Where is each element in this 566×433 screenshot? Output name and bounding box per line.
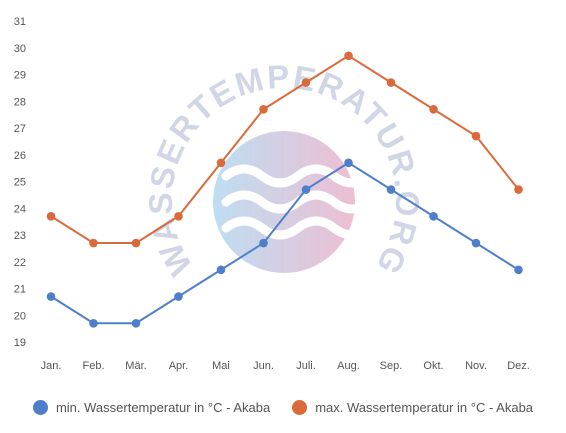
x-tick-label: Apr. — [169, 360, 189, 372]
y-axis: 19 20 21 22 23 24 25 26 27 28 29 30 31 — [14, 16, 26, 349]
x-tick-label: Dez. — [507, 360, 530, 372]
y-tick-label: 20 — [14, 310, 26, 322]
data-point[interactable] — [174, 292, 183, 301]
watermark: WASSERTEMPERATUR.ORG — [142, 58, 425, 282]
x-tick-label: Nov. — [465, 360, 487, 372]
x-tick-label: Jan. — [41, 360, 62, 372]
y-tick-label: 23 — [14, 230, 26, 242]
legend-label-min: min. Wassertemperatur in °C - Akaba — [55, 399, 271, 415]
data-point[interactable] — [301, 78, 311, 87]
x-tick-label: Jun. — [253, 360, 274, 372]
data-point[interactable] — [429, 211, 438, 221]
series-max — [46, 51, 523, 248]
legend-dot-max — [292, 399, 308, 415]
data-point[interactable] — [174, 211, 183, 221]
series-layer — [46, 51, 523, 328]
data-point[interactable] — [386, 185, 396, 194]
y-tick-label: 29 — [14, 70, 26, 82]
data-point[interactable] — [386, 78, 396, 87]
y-tick-label: 25 — [14, 177, 26, 189]
data-point[interactable] — [216, 158, 226, 168]
series-line — [50, 54, 520, 245]
data-point[interactable] — [216, 265, 226, 275]
y-tick-label: 21 — [14, 284, 26, 296]
legend-item-max[interactable]: max. Wassertemperatur in °C - Akaba — [292, 399, 534, 415]
y-tick-label: 28 — [14, 96, 26, 108]
y-tick-label: 31 — [14, 16, 26, 28]
chart: WASSERTEMPERATUR.ORG 19 20 21 22 23 24 25 26 27 2… — [14, 16, 530, 372]
legend-label-max: max. Wassertemperatur in °C - Akaba — [315, 399, 534, 415]
legend: min. Wassertemperatur in °C - Akaba max.… — [0, 393, 566, 421]
data-point[interactable] — [89, 238, 98, 248]
y-tick-label: 27 — [14, 123, 26, 135]
x-tick-label: Mär. — [125, 360, 146, 372]
y-tick-label: 30 — [14, 43, 26, 55]
data-point[interactable] — [344, 158, 353, 168]
legend-dot-min — [32, 399, 48, 415]
x-axis: Jan. Feb. Mär. Apr. Mai Jun. Juli. Aug. Sep. Okt.… — [41, 360, 530, 372]
series-line — [50, 161, 520, 325]
data-point[interactable] — [344, 51, 353, 61]
data-point[interactable] — [429, 104, 438, 114]
data-point[interactable] — [259, 238, 268, 248]
x-tick-label: Okt. — [423, 360, 443, 372]
data-point[interactable] — [46, 211, 56, 221]
data-point[interactable] — [514, 265, 523, 275]
legend-item-min[interactable]: min. Wassertemperatur in °C - Akaba — [32, 399, 271, 415]
x-tick-label: Aug. — [337, 360, 360, 372]
data-point[interactable] — [259, 104, 268, 114]
data-point[interactable] — [89, 318, 98, 328]
x-tick-label: Sep. — [380, 360, 403, 372]
data-point[interactable] — [131, 238, 141, 248]
data-point[interactable] — [514, 185, 523, 194]
y-tick-label: 24 — [14, 203, 26, 215]
y-tick-label: 26 — [14, 150, 26, 162]
x-tick-label: Mai — [212, 360, 230, 372]
y-tick-label: 19 — [14, 337, 26, 349]
data-point[interactable] — [131, 318, 141, 328]
y-tick-label: 22 — [14, 257, 26, 269]
waves-logo-icon — [213, 131, 375, 273]
x-tick-label: Juli. — [296, 360, 316, 372]
data-point[interactable] — [471, 238, 481, 248]
data-point[interactable] — [471, 131, 481, 141]
data-point[interactable] — [301, 185, 311, 194]
x-tick-label: Feb. — [82, 360, 104, 372]
series-min — [46, 158, 523, 328]
data-point[interactable] — [46, 292, 56, 301]
